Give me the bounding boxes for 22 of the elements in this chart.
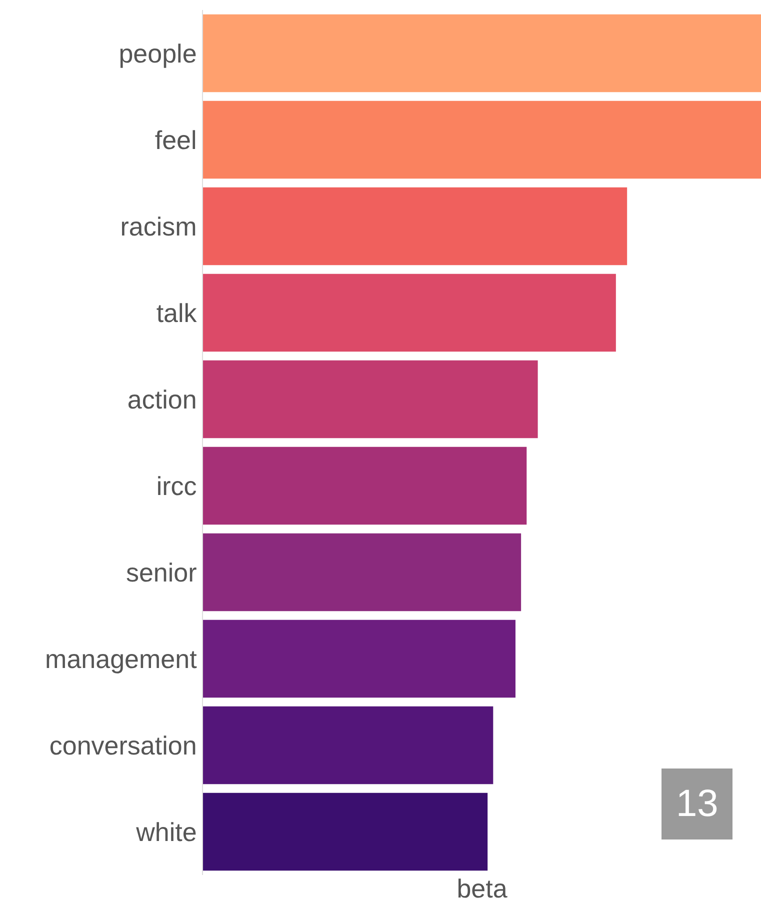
bar [203,274,616,352]
bar [203,187,628,266]
bar [203,620,516,698]
bar [203,100,761,179]
bar [203,360,538,438]
y-tick-label: senior [126,557,198,588]
bar [203,533,522,612]
bar [203,792,488,871]
y-tick-label: action [127,384,197,414]
x-axis-title: beta [456,874,508,904]
bar [203,706,494,784]
bar [203,14,761,92]
y-tick-label: management [45,644,198,674]
y-tick-label: white [135,816,197,847]
y-tick-label: people [118,38,197,68]
y-tick-label: feel [154,124,197,155]
bar [203,446,527,525]
y-tick-label: talk [156,298,198,328]
y-tick-label: conversation [49,730,197,760]
y-tick-label: racism [120,211,197,242]
y-tick-label: ircc [156,470,197,501]
annotation: 13 [676,783,718,825]
